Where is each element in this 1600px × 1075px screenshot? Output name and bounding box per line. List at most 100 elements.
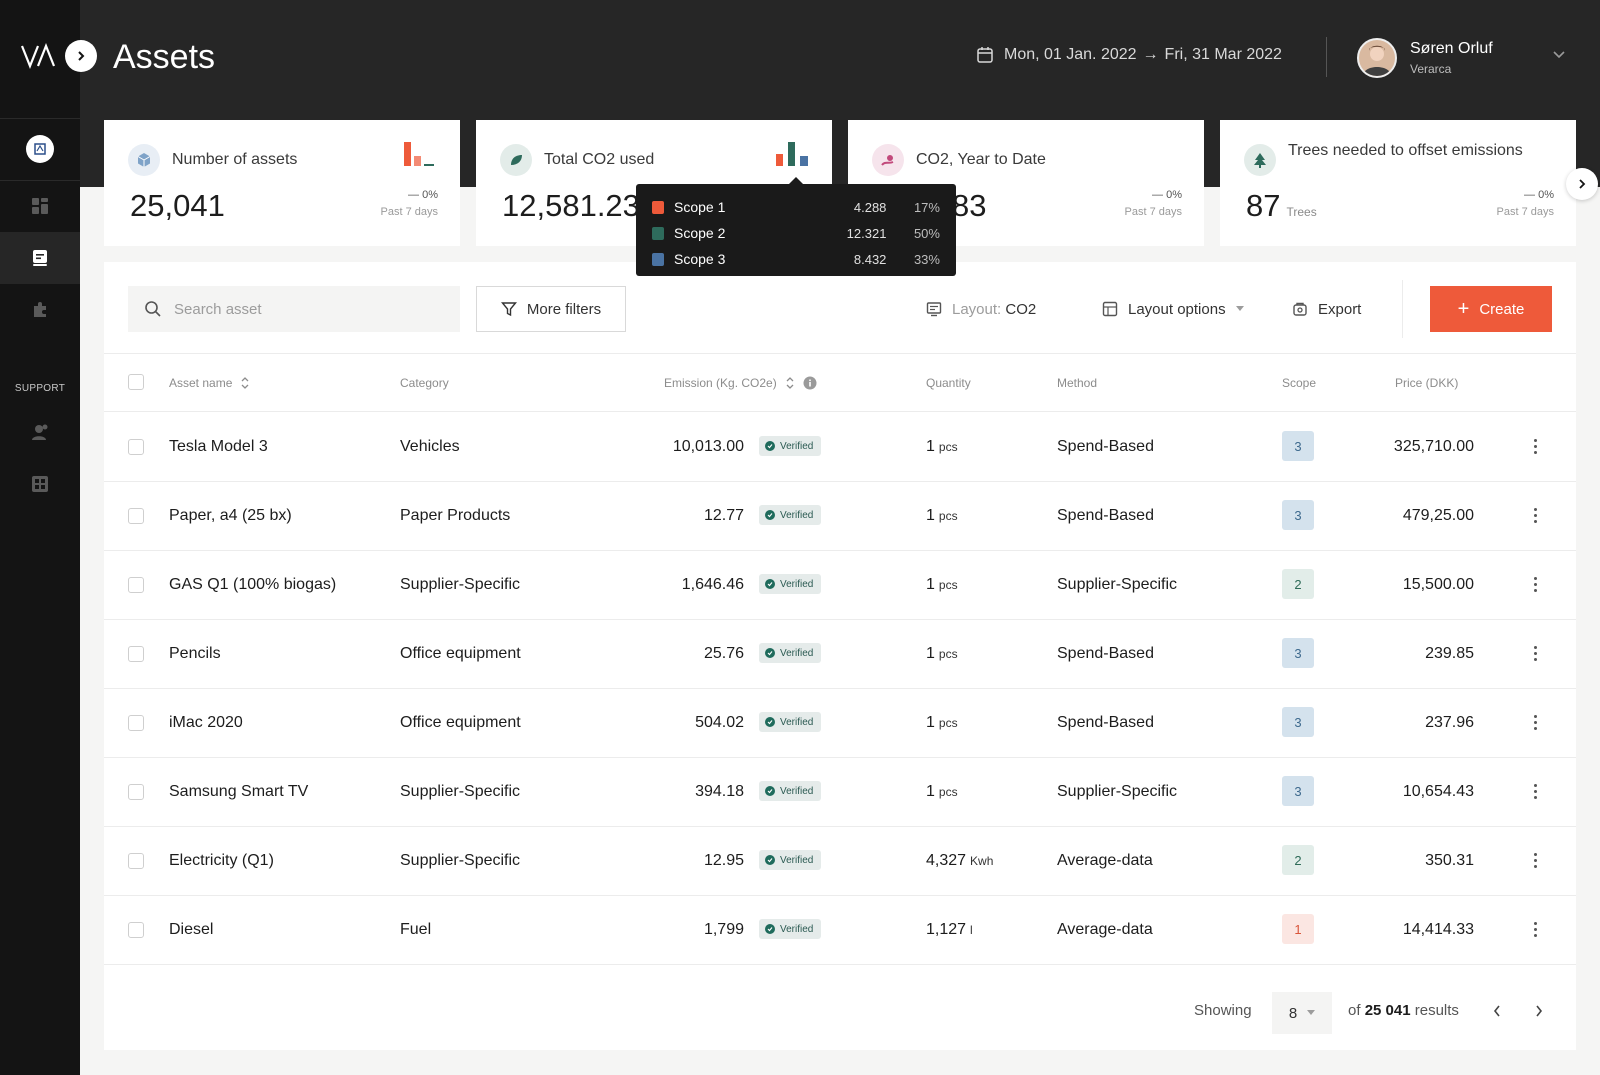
row-checkbox[interactable] <box>128 646 144 662</box>
asset-name[interactable]: Paper, a4 (25 bx) <box>169 507 292 524</box>
row-checkbox[interactable] <box>128 439 144 455</box>
asset-method: Average-data <box>1057 921 1153 938</box>
asset-category: Paper Products <box>400 507 511 524</box>
verified-label: Verified <box>780 785 814 797</box>
layout-indicator[interactable]: Layout: CO2 <box>926 286 1036 332</box>
puzzle-icon <box>34 302 46 317</box>
expand-sidebar-button[interactable] <box>65 40 97 72</box>
column-header-category: Category <box>400 376 449 390</box>
previous-page-button[interactable] <box>1492 1004 1502 1018</box>
asset-quantity: 1 pcs <box>926 412 958 482</box>
asset-name[interactable]: Electricity (Q1) <box>169 852 274 869</box>
row-actions-menu[interactable] <box>1530 779 1540 803</box>
card-period: Past 7 days <box>380 206 438 218</box>
row-checkbox[interactable] <box>128 853 144 869</box>
assets-panel: More filters Layout: CO2 Layout options … <box>104 262 1576 1050</box>
asset-name[interactable]: GAS Q1 (100% biogas) <box>169 576 337 593</box>
scope-1-swatch <box>652 200 664 214</box>
card-value: 25,041 <box>130 188 225 223</box>
chevron-down-icon[interactable] <box>1552 50 1566 60</box>
layout-prefix: Layout: <box>952 300 1002 318</box>
scope-breakdown-tooltip: Scope 1 4.288 17% Scope 2 12.321 50% Sco… <box>636 177 956 276</box>
asset-method: Spend-Based <box>1057 438 1154 455</box>
sidebar-item-contacts[interactable] <box>0 406 80 458</box>
sidebar-item-dashboard[interactable] <box>0 180 80 232</box>
card-change: — 0% <box>1152 189 1182 201</box>
asset-name[interactable]: Pencils <box>169 645 221 662</box>
layout-options-button[interactable]: Layout options <box>1102 286 1244 332</box>
table-row[interactable]: Pencils Office equipment 25.76 Verified 1 pcs… <box>104 619 1576 689</box>
tooltip-row: Scope 3 8.432 33% <box>652 246 940 272</box>
mini-bar-chart[interactable] <box>776 142 810 168</box>
table-row[interactable]: GAS Q1 (100% biogas) Supplier-Specific 1,6… <box>104 550 1576 620</box>
table-row[interactable]: iMac 2020 Office equipment 504.02 Verified 1… <box>104 688 1576 758</box>
quantity-unit: pcs <box>938 440 958 454</box>
check-icon <box>765 717 775 727</box>
row-actions-menu[interactable] <box>1530 434 1540 458</box>
tooltip-row: Scope 1 4.288 17% <box>652 194 940 220</box>
card-change: — 0% <box>408 189 438 201</box>
quantity-unit: l <box>970 923 973 937</box>
asset-category: Fuel <box>400 921 432 938</box>
check-icon <box>765 441 775 451</box>
table-row[interactable]: Paper, a4 (25 bx) Paper Products 12.77 Veri… <box>104 481 1576 551</box>
showing-label: Showing <box>1194 1002 1252 1019</box>
row-actions-menu[interactable] <box>1530 503 1540 527</box>
more-filters-button[interactable]: More filters <box>476 286 626 332</box>
column-header-asset-name[interactable]: Asset name <box>169 376 250 390</box>
export-button[interactable]: Export <box>1292 286 1361 332</box>
card-unit: Trees <box>1286 205 1317 219</box>
verified-label: Verified <box>780 923 814 935</box>
row-checkbox[interactable] <box>128 715 144 731</box>
info-icon[interactable] <box>803 376 817 390</box>
sidebar-item-reports[interactable] <box>0 458 80 510</box>
date-range-picker[interactable]: Mon, 01 Jan. 2022 → Fri, 31 Mar 2022 <box>976 46 1282 64</box>
next-page-button[interactable] <box>1534 1004 1544 1018</box>
asset-name[interactable]: Diesel <box>169 921 214 938</box>
table-row[interactable]: Diesel Fuel 1,799 Verified 1,127 l Average-dat… <box>104 895 1576 965</box>
organization-avatar[interactable] <box>26 135 54 163</box>
plus-icon: + <box>1457 298 1470 320</box>
cards-scroll-right-button[interactable] <box>1566 168 1598 200</box>
row-checkbox[interactable] <box>128 922 144 938</box>
sidebar-item-integrations[interactable] <box>0 284 80 336</box>
row-checkbox[interactable] <box>128 577 144 593</box>
row-actions-menu[interactable] <box>1530 917 1540 941</box>
table-row[interactable]: Tesla Model 3 Vehicles 10,013.00 Verified 1 p… <box>104 412 1576 482</box>
table-row[interactable]: Samsung Smart TV Supplier-Specific 394.18 V… <box>104 757 1576 827</box>
row-actions-menu[interactable] <box>1530 641 1540 665</box>
row-actions-menu[interactable] <box>1530 848 1540 872</box>
card-value: 83 <box>952 188 987 223</box>
asset-name[interactable]: Tesla Model 3 <box>169 438 268 455</box>
table-row[interactable]: Electricity (Q1) Supplier-Specific 12.95 Ve… <box>104 826 1576 896</box>
app-logo[interactable] <box>20 42 56 70</box>
row-actions-menu[interactable] <box>1530 710 1540 734</box>
search-input[interactable] <box>174 300 444 318</box>
check-icon <box>765 579 775 589</box>
quantity-unit: pcs <box>938 509 958 523</box>
row-checkbox[interactable] <box>128 508 144 524</box>
per-page-select[interactable]: 8 <box>1272 992 1332 1034</box>
column-header-emission[interactable]: Emission (Kg. CO2e) <box>664 376 817 390</box>
table-toolbar: More filters Layout: CO2 Layout options … <box>104 262 1576 354</box>
asset-name[interactable]: iMac 2020 <box>169 714 243 731</box>
asset-category: Office equipment <box>400 714 521 731</box>
layout-options-label: Layout options <box>1128 300 1226 318</box>
asset-name[interactable]: Samsung Smart TV <box>169 783 309 800</box>
row-actions-menu[interactable] <box>1530 572 1540 596</box>
asset-quantity: 4,327 Kwh <box>926 826 993 896</box>
select-all-checkbox[interactable] <box>128 374 144 390</box>
tooltip-scope-value: 8.432 <box>853 251 887 267</box>
tooltip-scope-name: Scope 2 <box>674 225 726 241</box>
tooltip-scope-pct: 33% <box>913 251 940 267</box>
column-header-label: Asset name <box>169 376 233 390</box>
sidebar-item-assets[interactable] <box>0 232 80 284</box>
filter-icon <box>500 302 517 317</box>
create-button[interactable]: + Create <box>1430 286 1552 332</box>
search-box[interactable] <box>128 286 460 332</box>
row-checkbox[interactable] <box>128 784 144 800</box>
user-name[interactable]: Søren Orluf <box>1410 40 1493 57</box>
avatar[interactable] <box>1357 38 1397 78</box>
user-organization: Verarca <box>1410 62 1452 76</box>
asset-category: Supplier-Specific <box>400 576 521 593</box>
